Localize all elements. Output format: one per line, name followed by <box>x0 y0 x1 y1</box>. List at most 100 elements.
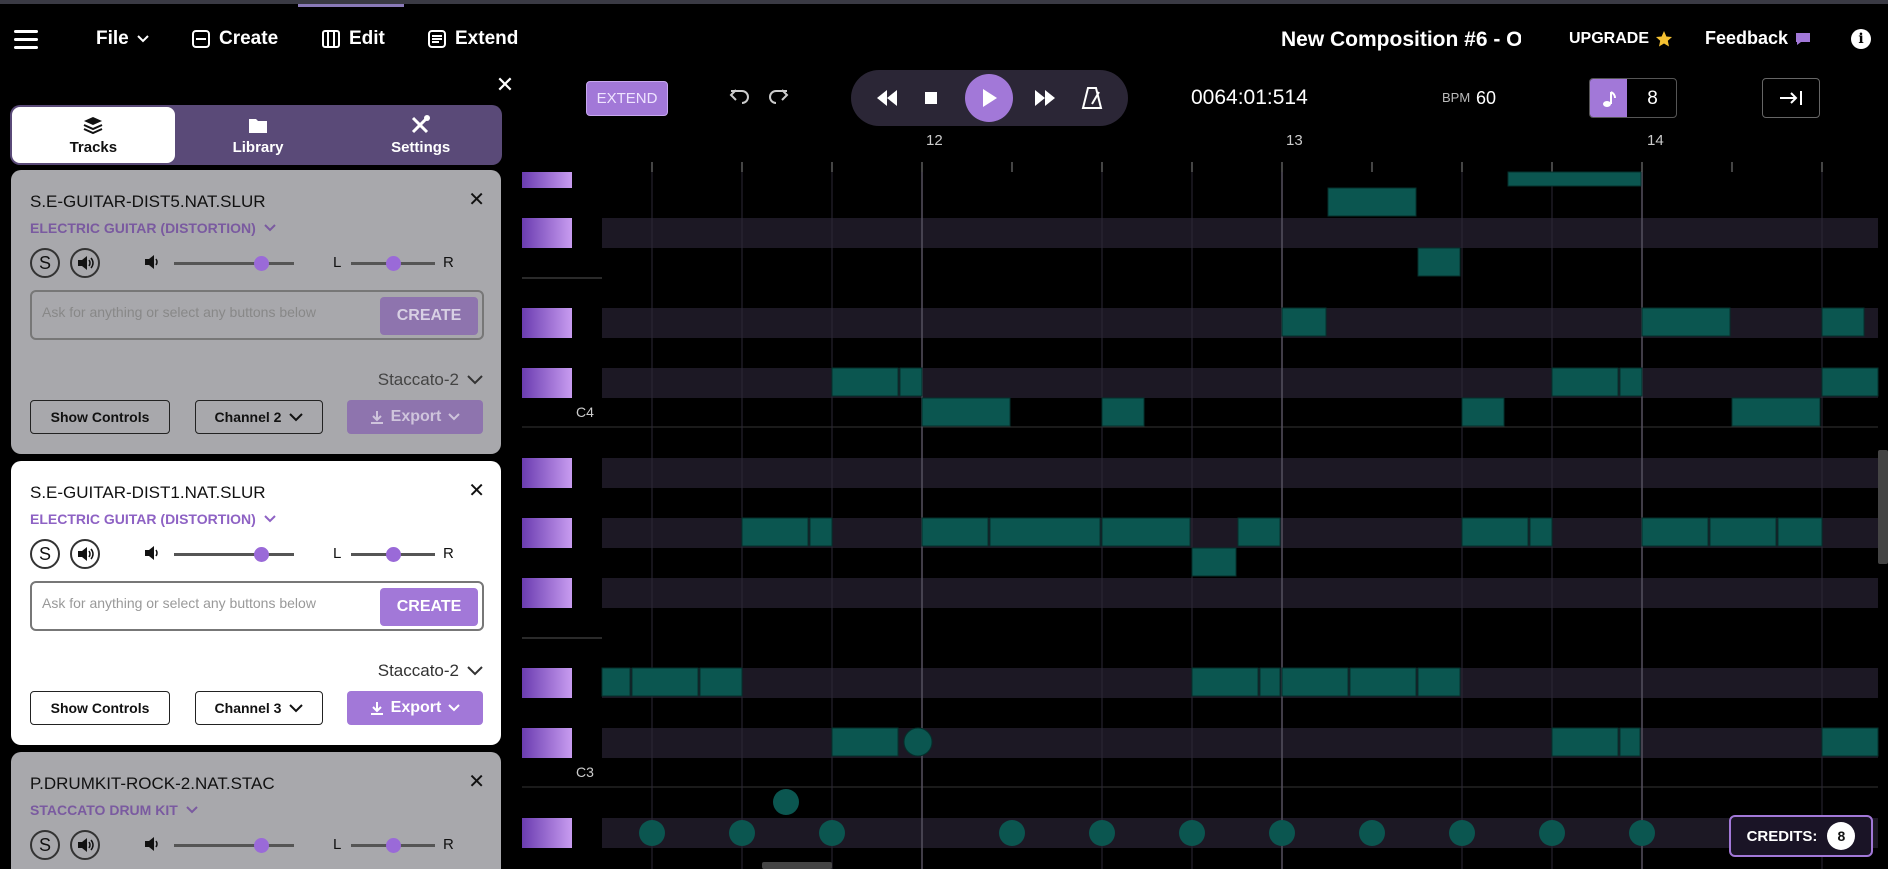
piano-key[interactable] <box>522 172 572 188</box>
remove-track-icon[interactable]: ✕ <box>468 480 485 502</box>
pan-slider-knob[interactable] <box>386 547 401 562</box>
extend-button[interactable]: EXTEND <box>586 81 668 116</box>
rewind-icon[interactable] <box>875 86 899 110</box>
articulation-dropdown[interactable]: Staccato-2 <box>378 661 483 681</box>
fast-forward-icon[interactable] <box>1033 86 1057 110</box>
export-button[interactable]: Export <box>347 400 483 434</box>
midi-note[interactable] <box>741 517 809 547</box>
piano-key[interactable] <box>522 218 572 248</box>
drum-hit[interactable] <box>639 820 665 846</box>
channel-dropdown[interactable]: Channel 3 <box>195 691 323 725</box>
midi-note[interactable] <box>1777 517 1823 547</box>
info-icon[interactable]: i <box>1851 29 1871 49</box>
export-button[interactable]: Export <box>347 691 483 725</box>
bpm-value[interactable]: 60 <box>1476 88 1497 108</box>
midi-note[interactable] <box>1327 187 1417 217</box>
composition-title[interactable]: New Composition #6 - Original <box>1281 28 1521 51</box>
remove-track-icon[interactable]: ✕ <box>468 189 485 211</box>
drum-hit[interactable] <box>1539 820 1565 846</box>
midi-note[interactable] <box>1529 517 1553 547</box>
drum-hit[interactable] <box>1629 820 1655 846</box>
pan-slider[interactable] <box>351 838 435 853</box>
midi-note[interactable] <box>1101 397 1145 427</box>
midi-note[interactable] <box>921 397 1011 427</box>
volume-slider[interactable] <box>174 256 294 271</box>
show-controls-button[interactable]: Show Controls <box>30 400 170 434</box>
midi-note[interactable] <box>1191 547 1237 577</box>
midi-note[interactable] <box>1551 367 1619 397</box>
midi-note[interactable] <box>1461 397 1505 427</box>
midi-note[interactable] <box>1281 307 1327 337</box>
midi-note[interactable] <box>1709 517 1777 547</box>
show-controls-button[interactable]: Show Controls <box>30 691 170 725</box>
upgrade-button[interactable]: UPGRADE <box>1569 30 1673 48</box>
midi-note[interactable] <box>1551 727 1619 757</box>
midi-note[interactable] <box>1507 171 1642 187</box>
solo-button[interactable]: S <box>30 830 60 860</box>
drum-hits[interactable] <box>639 789 1655 846</box>
drum-hit[interactable] <box>729 820 755 846</box>
piano-key[interactable] <box>522 518 572 548</box>
midi-note[interactable] <box>903 727 933 757</box>
channel-dropdown[interactable]: Channel 2 <box>195 400 323 434</box>
ai-prompt-input[interactable] <box>42 595 372 611</box>
tab-settings[interactable]: Settings <box>339 105 502 165</box>
piano-keys[interactable] <box>522 172 572 848</box>
midi-note[interactable] <box>1619 367 1643 397</box>
midi-note[interactable] <box>1191 667 1259 697</box>
piano-key[interactable] <box>522 668 572 698</box>
pan-slider-knob[interactable] <box>386 838 401 853</box>
solo-button[interactable]: S <box>30 248 60 278</box>
track-card[interactable]: P.DRUMKIT-ROCK-2.NAT.STAC ✕ STACCATO DRU… <box>11 752 501 869</box>
instrument-dropdown[interactable]: ELECTRIC GUITAR (DISTORTION) <box>30 220 276 236</box>
midi-note[interactable] <box>921 517 989 547</box>
remove-track-icon[interactable]: ✕ <box>468 771 485 793</box>
piano-key[interactable] <box>522 818 572 848</box>
midi-note[interactable] <box>1619 727 1641 757</box>
midi-note[interactable] <box>831 367 899 397</box>
midi-note[interactable] <box>1417 667 1461 697</box>
piano-key[interactable] <box>522 578 572 608</box>
drum-hit[interactable] <box>1449 820 1475 846</box>
create-button[interactable]: CREATE <box>380 588 478 626</box>
midi-note[interactable] <box>699 667 743 697</box>
pan-slider[interactable] <box>351 547 435 562</box>
midi-note[interactable] <box>989 517 1101 547</box>
horizontal-scrollbar[interactable] <box>762 862 832 869</box>
play-button[interactable] <box>965 74 1013 122</box>
midi-note[interactable] <box>1259 667 1281 697</box>
close-panel-icon[interactable]: ✕ <box>495 72 515 97</box>
solo-button[interactable]: S <box>30 539 60 569</box>
drum-hit[interactable] <box>1269 820 1295 846</box>
midi-note[interactable] <box>1821 367 1879 397</box>
midi-notes[interactable] <box>601 171 1879 757</box>
drum-hit[interactable] <box>1179 820 1205 846</box>
pan-slider[interactable] <box>351 256 435 271</box>
volume-slider-knob[interactable] <box>254 838 269 853</box>
midi-note[interactable] <box>1237 517 1281 547</box>
volume-slider[interactable] <box>174 838 294 853</box>
instrument-dropdown[interactable]: STACCATO DRUM KIT <box>30 802 198 818</box>
hamburger-menu-icon[interactable] <box>14 30 38 50</box>
extend-menu[interactable]: Extend <box>427 28 518 50</box>
midi-note[interactable] <box>1349 667 1417 697</box>
midi-note[interactable] <box>1641 307 1731 337</box>
volume-slider[interactable] <box>174 547 294 562</box>
track-card[interactable]: S.E-GUITAR-DIST1.NAT.SLUR ✕ ELECTRIC GUI… <box>11 461 501 745</box>
ai-prompt-input[interactable] <box>42 304 372 320</box>
vertical-scrollbar[interactable] <box>1878 450 1888 564</box>
piano-roll-grid[interactable] <box>520 150 1888 869</box>
piano-key[interactable] <box>522 728 572 758</box>
piano-key[interactable] <box>522 458 572 488</box>
midi-note[interactable] <box>1731 397 1821 427</box>
midi-note[interactable] <box>601 667 631 697</box>
ai-prompt-field[interactable]: CREATE <box>30 581 484 631</box>
pan-slider-knob[interactable] <box>386 256 401 271</box>
midi-note[interactable] <box>809 517 833 547</box>
piano-key[interactable] <box>522 308 572 338</box>
metronome-icon[interactable] <box>1081 86 1103 110</box>
track-card[interactable]: S.E-GUITAR-DIST5.NAT.SLUR ✕ ELECTRIC GUI… <box>11 170 501 454</box>
edit-menu[interactable]: Edit <box>321 28 385 50</box>
feedback-button[interactable]: Feedback <box>1705 28 1812 49</box>
tab-library[interactable]: Library <box>177 105 340 165</box>
